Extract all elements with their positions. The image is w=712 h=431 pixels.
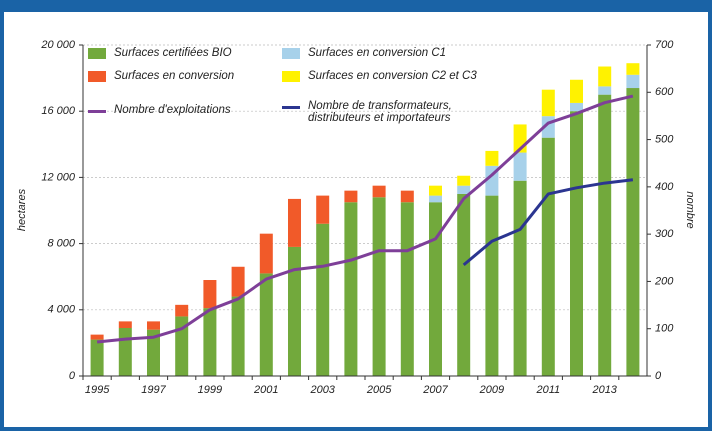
legend-swatch (88, 71, 106, 82)
bar-segment (288, 198, 301, 247)
bar-segment (231, 296, 245, 376)
bar-segment (288, 246, 301, 376)
y-axis-label: hectares (16, 188, 28, 231)
bar-segment (457, 175, 471, 186)
bar-segment (626, 63, 640, 75)
bar-segment (570, 102, 583, 112)
legend-swatch (282, 48, 300, 59)
line (96, 94, 634, 344)
legend-label: Surfaces en conversion C2 et C3 (308, 70, 477, 82)
legend-item: Surfaces en conversion C2 et C3 (282, 70, 477, 82)
y2-tick-label: 600 (655, 86, 674, 98)
bar-segment (598, 86, 612, 95)
x-tick-label: 2007 (422, 384, 448, 396)
bar-segment (598, 94, 612, 377)
legend-item: Surfaces en conversion (88, 70, 234, 82)
bar-segment (400, 202, 414, 376)
bar-segment (344, 202, 358, 376)
legend-swatch (282, 106, 300, 109)
bar-segment (457, 193, 471, 376)
bar-segment (400, 190, 414, 203)
bar-segment (316, 223, 330, 376)
bar-segment (344, 190, 358, 203)
bar-segment (90, 334, 104, 340)
bar-segment (372, 197, 386, 376)
legend-item: Nombre d'exploitations (88, 104, 231, 116)
y2-tick-label: 0 (655, 370, 662, 382)
legend-label: Nombre d'exploitations (114, 104, 231, 116)
x-tick-label: 2011 (535, 384, 560, 396)
bar-segment (429, 185, 442, 196)
x-tick-label: 1995 (85, 384, 110, 396)
legend-label: Surfaces en conversion C1 (308, 47, 447, 59)
bar-segment (90, 339, 104, 376)
y2-tick-label: 300 (655, 228, 674, 240)
bar-segment (372, 185, 386, 198)
legend-item: Nombre de transformateurs, distributeurs… (282, 100, 482, 124)
y-tick-label: 16 000 (41, 105, 76, 117)
bar-segment (626, 74, 640, 89)
x-tick-label: 2005 (366, 384, 392, 396)
legend-swatch (88, 110, 106, 113)
y2-tick-label: 200 (654, 275, 674, 287)
bar-segment (259, 233, 273, 274)
x-tick-label: 2003 (309, 384, 335, 396)
bar-segment (231, 266, 245, 297)
bar-segment (570, 79, 583, 103)
bar-segment (429, 202, 442, 376)
legend-item: Surfaces en conversion C1 (282, 47, 446, 59)
x-tick-label: 1999 (198, 384, 222, 396)
bar-segment (429, 195, 442, 203)
y-tick-label: 8 000 (47, 238, 75, 250)
legend-swatch (282, 71, 300, 82)
bar-segment (485, 195, 499, 376)
y-tick-label: 12 000 (41, 171, 76, 183)
bar-segment (541, 137, 555, 376)
bar-segment (626, 88, 640, 376)
y2-tick-label: 100 (655, 323, 674, 335)
y2-tick-label: 400 (655, 181, 674, 193)
bar-segment (513, 180, 527, 376)
bar-segment (203, 308, 217, 376)
bar-segment (118, 321, 132, 329)
y-tick-label: 20 000 (40, 39, 76, 51)
bar-segment (118, 328, 132, 376)
legend-label: Surfaces en conversion (114, 70, 235, 82)
x-tick-label: 1997 (141, 384, 166, 396)
x-tick-label: 2013 (591, 384, 617, 396)
legend-label: Nombre de transformateurs, distributeurs… (308, 100, 452, 124)
bar-segment (203, 280, 217, 309)
bar-segment (175, 304, 189, 317)
legend-item: Surfaces certifiées BIO (88, 47, 232, 59)
bar-segment (147, 329, 160, 376)
bar-segment (147, 321, 160, 330)
bar-segment (316, 195, 330, 224)
y2-tick-label: 700 (655, 39, 674, 51)
bar-segment (259, 273, 273, 376)
y2-tick-label: 500 (655, 133, 674, 145)
x-tick-label: 2009 (479, 384, 504, 396)
bar-segment (598, 66, 612, 87)
y-tick-label: 4 000 (47, 304, 75, 316)
y-tick-label: 0 (69, 370, 76, 382)
bar-segment (175, 316, 189, 376)
bar-segment (513, 152, 527, 181)
bar-segment (541, 89, 555, 117)
bar-segment (457, 185, 471, 194)
line (462, 178, 634, 267)
legend-swatch (88, 48, 106, 59)
x-tick-label: 2001 (253, 384, 278, 396)
bar-segment (570, 111, 583, 376)
bar-segment (485, 150, 499, 166)
y2-axis-label: nombre (684, 191, 696, 228)
legend-label: Surfaces certifiées BIO (114, 47, 232, 59)
